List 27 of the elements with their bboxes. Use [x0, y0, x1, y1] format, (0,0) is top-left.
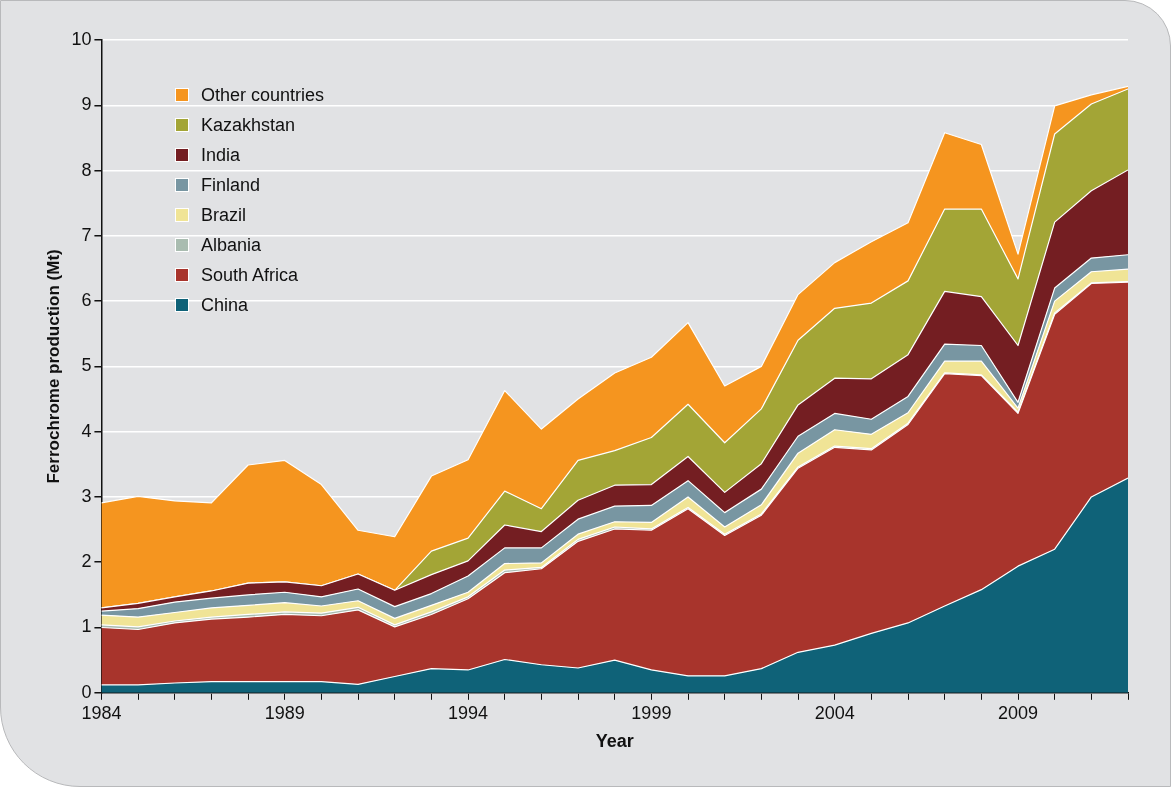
- x-tick-label: 1999: [631, 702, 672, 723]
- y-tick-label: 2: [81, 551, 92, 572]
- legend-label: Kazakhstan: [201, 114, 296, 136]
- y-tick-label: 7: [81, 224, 92, 245]
- y-tick-label: 6: [81, 290, 92, 311]
- legend-label: Albania: [201, 234, 262, 256]
- y-tick-label: 9: [81, 94, 92, 115]
- legend-label: India: [201, 144, 241, 166]
- x-axis-title: Year: [595, 731, 634, 752]
- legend-label: Brazil: [201, 204, 247, 226]
- x-tick-label: 1994: [448, 702, 489, 723]
- legend-label: South Africa: [201, 264, 299, 286]
- y-tick-label: 0: [81, 681, 92, 702]
- y-tick-label: 10: [71, 28, 92, 49]
- y-axis-title: Ferrochrome production (Mt): [43, 249, 63, 484]
- y-tick-label: 8: [81, 159, 92, 180]
- x-tick-label: 1989: [264, 702, 305, 723]
- y-tick-label: 4: [81, 420, 92, 441]
- x-tick-label: 2009: [997, 702, 1039, 723]
- legend-label: China: [201, 294, 249, 316]
- y-tick-label: 1: [81, 616, 92, 637]
- x-tick-label: 2004: [814, 702, 855, 723]
- y-tick-label: 3: [81, 485, 92, 506]
- x-tick-label: 1984: [81, 702, 122, 723]
- legend-label: Other countries: [201, 84, 325, 106]
- legend-label: Finland: [201, 174, 261, 196]
- y-tick-label: 5: [81, 355, 92, 376]
